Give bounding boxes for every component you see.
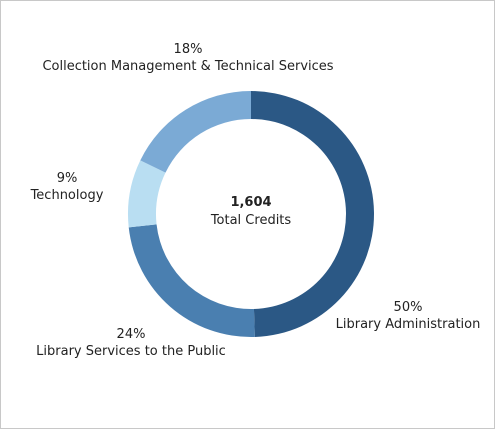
- segment-label: Collection Management & Technical Servic…: [42, 59, 333, 74]
- donut-segment: [140, 91, 251, 173]
- segment-percent: 9%: [57, 171, 78, 186]
- total-caption: Total Credits: [210, 213, 292, 228]
- total-value: 1,604: [230, 195, 271, 210]
- segment-label: Library Services to the Public: [36, 344, 226, 359]
- donut-segment: [128, 224, 255, 337]
- donut-segment: [128, 160, 166, 228]
- segment-label: Technology: [30, 188, 104, 203]
- segment-label: Library Administration: [336, 317, 481, 332]
- segment-percent: 24%: [117, 327, 146, 342]
- segment-percent: 18%: [174, 42, 203, 57]
- segment-percent: 50%: [394, 300, 423, 315]
- donut-segment: [251, 91, 374, 337]
